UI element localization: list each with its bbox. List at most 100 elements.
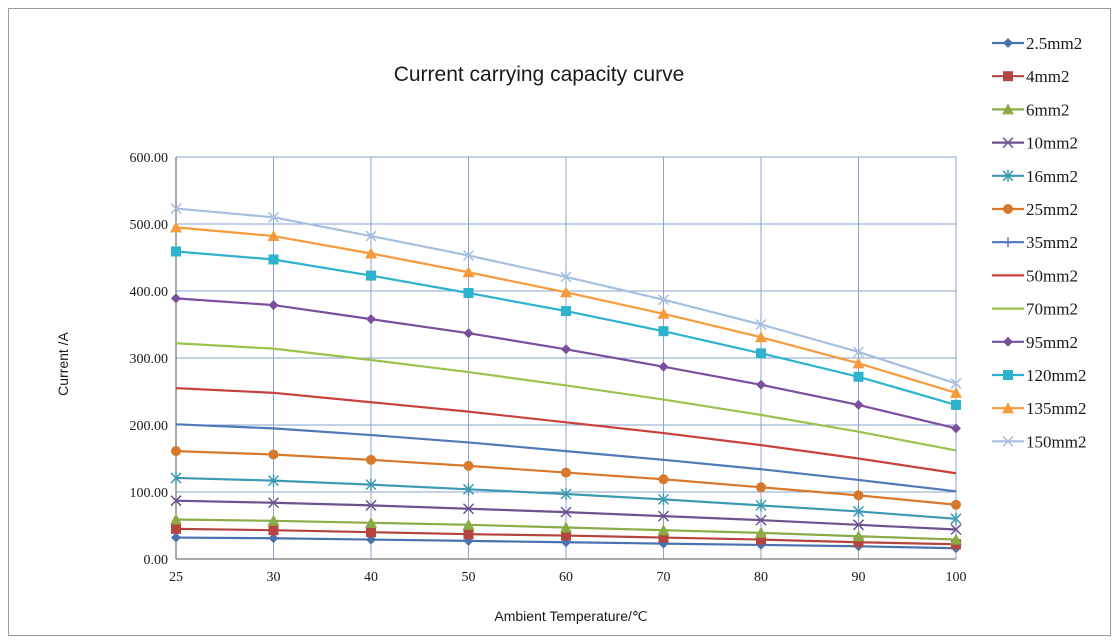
series-135mm2 xyxy=(170,221,962,398)
legend-label: 35mm2 xyxy=(1026,233,1078,252)
data-point xyxy=(267,514,280,526)
legend-item-6mm2: 6mm2 xyxy=(992,100,1069,119)
chart-frame: 0.00 100.00 200.00 300.00 400.00 500.00 600.00… xyxy=(8,8,1111,636)
marker-stroke xyxy=(365,230,377,242)
data-point xyxy=(657,510,670,522)
x-tick-label: 30 xyxy=(267,570,281,585)
data-point xyxy=(658,326,669,337)
data-point xyxy=(171,246,181,257)
marker-stroke xyxy=(657,510,670,522)
marker-stroke xyxy=(1002,435,1014,447)
data-point xyxy=(170,495,182,507)
data-point xyxy=(463,529,474,540)
data-point xyxy=(853,537,864,548)
legend-marker xyxy=(1003,204,1013,214)
series-70mm2 xyxy=(175,342,957,452)
series-line-35mm2 xyxy=(175,423,957,493)
legend-label: 95mm2 xyxy=(1026,333,1078,352)
legend-item-35mm2: 35mm2 xyxy=(992,233,1078,252)
data-point xyxy=(366,454,376,465)
data-point xyxy=(756,348,766,359)
legend-label: 10mm2 xyxy=(1026,134,1078,153)
series-95mm2 xyxy=(171,293,961,434)
data-point xyxy=(658,474,669,485)
x-tick-label: 100 xyxy=(946,570,967,585)
series-35mm2 xyxy=(175,423,957,493)
data-point xyxy=(171,293,181,304)
series-line-50mm2 xyxy=(175,387,957,475)
legend-marker xyxy=(1002,435,1014,447)
data-point xyxy=(268,300,279,311)
data-point xyxy=(267,230,280,242)
data-point xyxy=(366,314,376,325)
data-point xyxy=(951,499,961,510)
legend-item-25mm2: 25mm2 xyxy=(992,200,1078,219)
marker-stroke xyxy=(170,495,182,507)
data-point xyxy=(366,270,376,281)
series-150mm2 xyxy=(170,203,962,389)
data-point xyxy=(462,266,475,278)
data-point xyxy=(561,467,571,478)
chart-title: Current carrying capacity curve xyxy=(394,63,685,86)
x-tick-label: 90 xyxy=(852,570,866,585)
legend-marker xyxy=(1002,137,1014,149)
x-tick-label: 70 xyxy=(657,570,671,585)
data-point xyxy=(463,328,474,339)
data-point xyxy=(951,399,961,410)
data-point xyxy=(462,518,475,530)
x-tick-label: 25 xyxy=(169,570,183,585)
x-axis-title: Ambient Temperature/℃ xyxy=(494,608,647,624)
data-point xyxy=(657,524,670,536)
legend-item-50mm2: 50mm2 xyxy=(992,266,1078,285)
data-point xyxy=(462,249,475,262)
data-point xyxy=(365,230,377,242)
legend-item-4mm2: 4mm2 xyxy=(992,67,1069,86)
y-tick-label: 300.00 xyxy=(130,352,169,367)
data-point xyxy=(462,483,475,496)
data-point xyxy=(852,519,865,531)
legend-label: 150mm2 xyxy=(1026,432,1086,451)
series-10mm2 xyxy=(170,495,962,536)
data-point xyxy=(268,533,279,544)
marker-stroke xyxy=(755,318,767,331)
legend-label: 16mm2 xyxy=(1026,167,1078,186)
legend-marker xyxy=(1003,370,1013,380)
data-point xyxy=(950,386,962,398)
data-point xyxy=(853,399,864,410)
data-point xyxy=(365,247,377,259)
marker-stroke xyxy=(852,519,865,531)
marker-stroke xyxy=(852,346,865,358)
legend: 2.5mm2 4mm2 6mm2 10mm2 16mm2 25mm2 35mm2 50mm2 7… xyxy=(992,34,1086,451)
marker-stroke xyxy=(950,523,962,536)
legend-item-2-5mm2: 2.5mm2 xyxy=(992,34,1082,53)
legend-item-95mm2: 95mm2 xyxy=(992,333,1078,352)
series-line-70mm2 xyxy=(175,342,957,452)
legend-marker xyxy=(1002,169,1014,182)
legend-marker xyxy=(1002,103,1014,115)
chart-svg: 0.00 100.00 200.00 300.00 400.00 500.00 600.00… xyxy=(55,34,1086,624)
series-6mm2 xyxy=(170,513,962,545)
data-point xyxy=(950,533,962,545)
legend-marker xyxy=(1003,38,1013,48)
data-point xyxy=(170,203,182,215)
data-point xyxy=(561,344,571,355)
data-point xyxy=(268,525,279,536)
legend-item-70mm2: 70mm2 xyxy=(992,300,1078,319)
data-point xyxy=(755,499,767,512)
data-point xyxy=(658,532,669,543)
marker-stroke xyxy=(365,499,377,511)
legend-item-150mm2: 150mm2 xyxy=(992,432,1086,451)
data-point xyxy=(756,482,766,493)
data-point xyxy=(657,294,670,306)
x-tick-label: 50 xyxy=(462,570,476,585)
legend-label: 25mm2 xyxy=(1026,200,1078,219)
marker-stroke xyxy=(267,497,280,509)
data-point xyxy=(560,488,572,501)
legend-marker xyxy=(1003,71,1013,82)
data-point xyxy=(756,534,766,545)
y-tick-label: 400.00 xyxy=(130,285,169,300)
y-tick-label: 100.00 xyxy=(130,486,169,501)
legend-item-16mm2: 16mm2 xyxy=(992,167,1078,186)
data-point xyxy=(170,221,182,233)
data-point xyxy=(658,361,669,372)
